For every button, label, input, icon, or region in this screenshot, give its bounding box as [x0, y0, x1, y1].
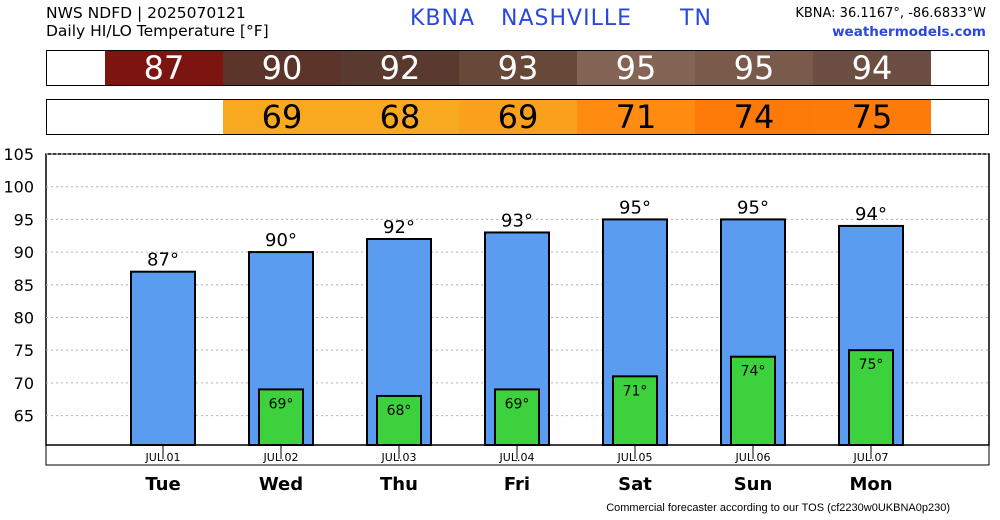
- day-label: Sat: [618, 474, 652, 495]
- station-title: KBNA NASHVILLE TN: [410, 6, 712, 31]
- lo-strip-cell: 71: [577, 100, 695, 134]
- lo-strip-cell: 68: [341, 100, 459, 134]
- date-label: JUL.02: [263, 451, 299, 464]
- hi-strip-cell: 90: [223, 51, 341, 85]
- date-label: JUL.03: [381, 451, 417, 464]
- y-tick-label: 75: [14, 341, 34, 360]
- date-label: JUL.07: [853, 451, 889, 464]
- hi-strip-cell: 95: [577, 51, 695, 85]
- y-tick-label: 65: [14, 407, 34, 426]
- lo-strip-cell: 74: [695, 100, 813, 134]
- temperature-bar-chart: 65 70 75 80 85 90 95 100 105 87° JUL.01 Tue 90° 69° JU…: [3, 145, 990, 495]
- day-label: Thu: [380, 474, 418, 495]
- hi-strip-cell: 93: [459, 51, 577, 85]
- lo-bar-label: 71°: [623, 383, 648, 399]
- hi-bar-label: 95°: [737, 197, 769, 218]
- y-tick-label: 90: [14, 243, 34, 262]
- day-label: Mon: [849, 474, 892, 495]
- lo-strip-cell: 69: [223, 100, 341, 134]
- y-tick-label: 100: [3, 178, 34, 197]
- hi-bar-label: 94°: [855, 204, 887, 225]
- y-tick-label: 105: [3, 145, 34, 164]
- lo-bar-label: 74°: [741, 364, 766, 380]
- header-right: KBNA: 36.1167°, -86.6833°W weathermodels…: [795, 5, 986, 41]
- lo-bar-label: 69°: [505, 396, 530, 412]
- date-label: JUL.05: [617, 451, 653, 464]
- y-tick-label: 95: [14, 210, 34, 229]
- lo-bar-label: 69°: [269, 396, 294, 412]
- header-source: NWS NDFD | 2025070121: [46, 4, 246, 22]
- header-left: NWS NDFD | 2025070121 Daily HI/LO Temper…: [46, 4, 269, 40]
- hi-strip-cell: 95: [695, 51, 813, 85]
- day-label: Wed: [259, 474, 303, 495]
- lo-bar: [494, 388, 540, 446]
- y-tick-label: 70: [14, 374, 34, 393]
- hi-strip-cell: 94: [813, 51, 931, 85]
- station-id: KBNA: [410, 6, 476, 31]
- lo-bar-label: 75°: [859, 357, 884, 373]
- site-link[interactable]: weathermodels.com: [832, 24, 986, 40]
- hi-strip-cell: 92: [341, 51, 459, 85]
- day-label: Fri: [504, 474, 530, 495]
- hi-strip-cell: 87: [105, 51, 223, 85]
- date-label: JUL.06: [735, 451, 771, 464]
- hi-bar-label: 93°: [501, 210, 533, 231]
- hi-bar-label: 92°: [383, 217, 415, 238]
- station-coords: KBNA: 36.1167°, -86.6833°W: [795, 6, 986, 21]
- y-tick-label: 80: [14, 308, 34, 327]
- date-label: JUL.04: [499, 451, 535, 464]
- lo-bar-label: 68°: [387, 403, 412, 419]
- lo-bar: [730, 355, 776, 446]
- station-name: NASHVILLE: [501, 6, 632, 31]
- hi-bar: [130, 270, 196, 446]
- chart-title: Daily HI/LO Temperature [°F]: [46, 22, 269, 40]
- lo-strip-cell: 69: [459, 100, 577, 134]
- day-label: Sun: [734, 474, 773, 495]
- lo-temperature-strip: 69 68 69 71 74 75: [46, 99, 989, 135]
- hi-bar-label: 87°: [147, 250, 179, 271]
- station-state: TN: [680, 6, 712, 31]
- lo-bar: [612, 375, 658, 446]
- lo-bar: [258, 388, 304, 446]
- hi-bar-label: 95°: [619, 197, 651, 218]
- day-label: Tue: [145, 474, 180, 495]
- footer-note: Commercial forecaster according to our T…: [606, 502, 950, 514]
- hi-bar-label: 90°: [265, 230, 297, 251]
- y-tick-label: 85: [14, 276, 34, 295]
- date-axis-box: [45, 444, 990, 466]
- hi-temperature-strip: 87 90 92 93 95 95 94: [46, 50, 989, 86]
- lo-strip-cell: 75: [813, 100, 931, 134]
- date-label: JUL.01: [145, 451, 181, 464]
